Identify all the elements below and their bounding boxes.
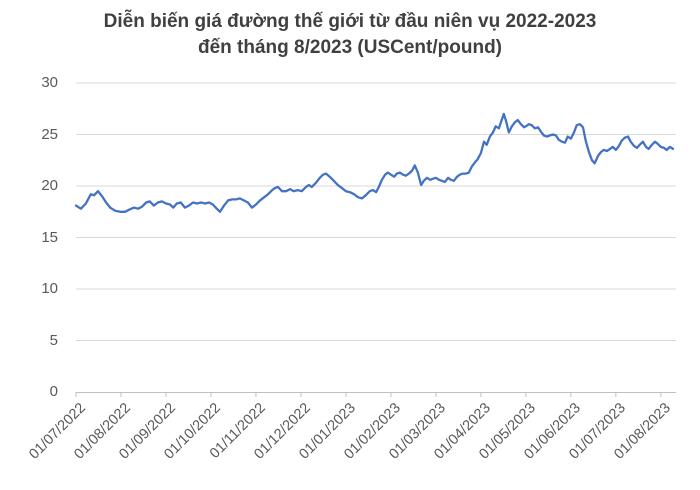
y-axis-tick-label: 30	[41, 74, 58, 91]
price-line	[74, 112, 675, 213]
y-axis-tick-label: 20	[41, 177, 58, 194]
y-axis-tick-label: 25	[41, 125, 58, 143]
y-axis-tick-label: 5	[49, 331, 58, 349]
chart-title-line2: đến tháng 8/2023 (USCent/pound)	[197, 37, 503, 58]
y-axis-tick-label: 10	[41, 280, 58, 297]
y-axis-tick-label: 15	[41, 228, 58, 246]
chart-title: Diễn biến giá đường thế giới từ đầu niên…	[0, 9, 700, 61]
y-axis-tick-label: 0	[49, 383, 58, 400]
chart-title-line1: Diễn biến giá đường thế giới từ đầu niên…	[103, 11, 597, 32]
